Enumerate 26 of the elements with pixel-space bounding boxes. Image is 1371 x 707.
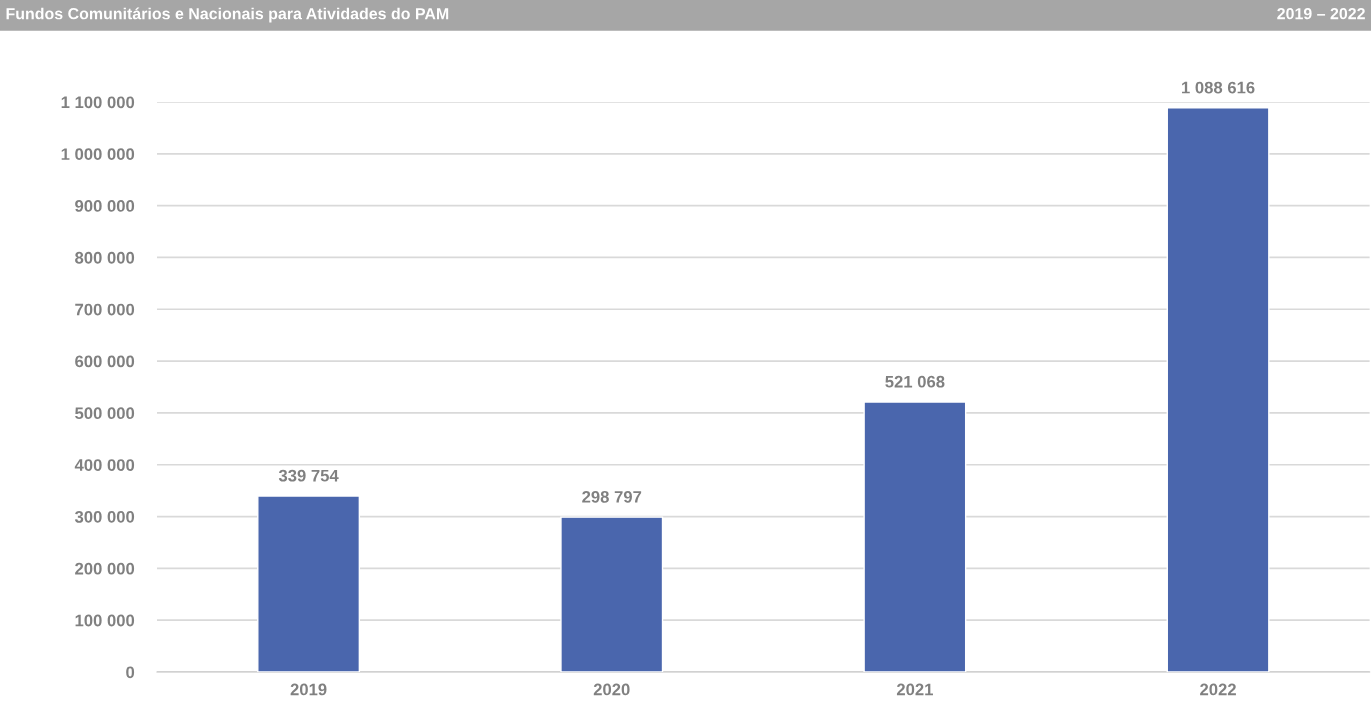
y-tick-label: 1 100 000 — [61, 96, 135, 109]
x-tick-label: 2021 — [896, 683, 933, 696]
x-tick-label: 2022 — [1200, 683, 1236, 696]
x-tick-label: 2020 — [593, 683, 630, 696]
y-tick-label: 1 000 000 — [61, 148, 135, 161]
bar — [1166, 107, 1270, 672]
data-label: 521 068 — [885, 375, 945, 388]
data-label: 1 088 616 — [1182, 81, 1255, 94]
bar — [863, 401, 967, 672]
y-tick-label: 200 000 — [75, 562, 135, 575]
data-label: 298 797 — [582, 490, 642, 503]
y-tick-label: 900 000 — [75, 200, 135, 212]
y-tick-label: 0 — [126, 666, 135, 679]
y-tick-label: 700 000 — [75, 303, 135, 316]
x-tick-label: 2019 — [290, 683, 327, 696]
bar — [560, 516, 664, 672]
y-tick-label: 500 000 — [75, 407, 135, 420]
y-tick-label: 100 000 — [75, 614, 135, 627]
y-tick-label: 300 000 — [74, 510, 135, 523]
y-tick-label: 600 000 — [75, 355, 135, 368]
chart-subtitle: 2019 – 2022 — [1277, 7, 1365, 20]
data-label: 339 754 — [278, 469, 339, 482]
y-tick-label: 400 000 — [74, 459, 135, 471]
bar — [257, 495, 361, 672]
chart-title: Fundos Comunitários e Nacionais para Atividades do PAM — [6, 7, 449, 23]
y-tick-label: 800 000 — [75, 251, 135, 264]
